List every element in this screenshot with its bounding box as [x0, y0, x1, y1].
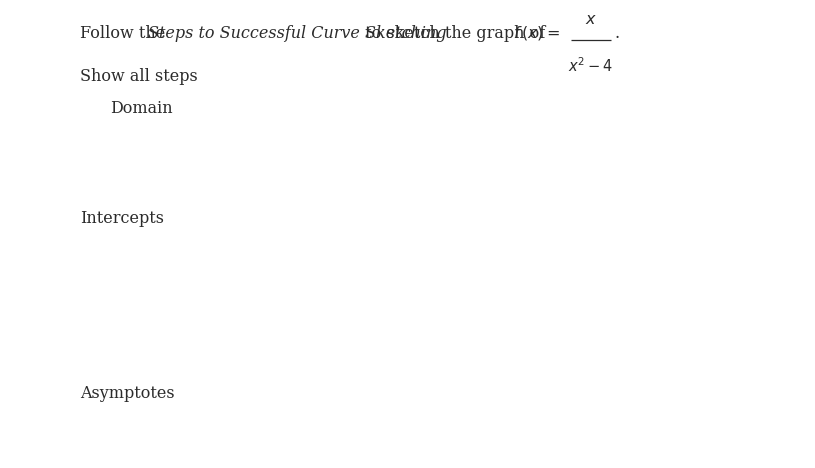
Text: .: . — [614, 25, 619, 42]
Text: Steps to Successful Curve Sketching: Steps to Successful Curve Sketching — [148, 25, 447, 42]
Text: Intercepts: Intercepts — [80, 210, 164, 227]
Text: Domain: Domain — [110, 100, 173, 117]
Text: $x$: $x$ — [585, 11, 597, 28]
Text: $x^2-4$: $x^2-4$ — [568, 56, 614, 75]
Text: Follow the: Follow the — [80, 25, 170, 42]
Text: Asymptotes: Asymptotes — [80, 385, 174, 402]
Text: Show all steps: Show all steps — [80, 68, 198, 85]
Text: $f\,(x)=$: $f\,(x)=$ — [513, 24, 560, 43]
Text: to sketch the graph of: to sketch the graph of — [360, 25, 550, 42]
